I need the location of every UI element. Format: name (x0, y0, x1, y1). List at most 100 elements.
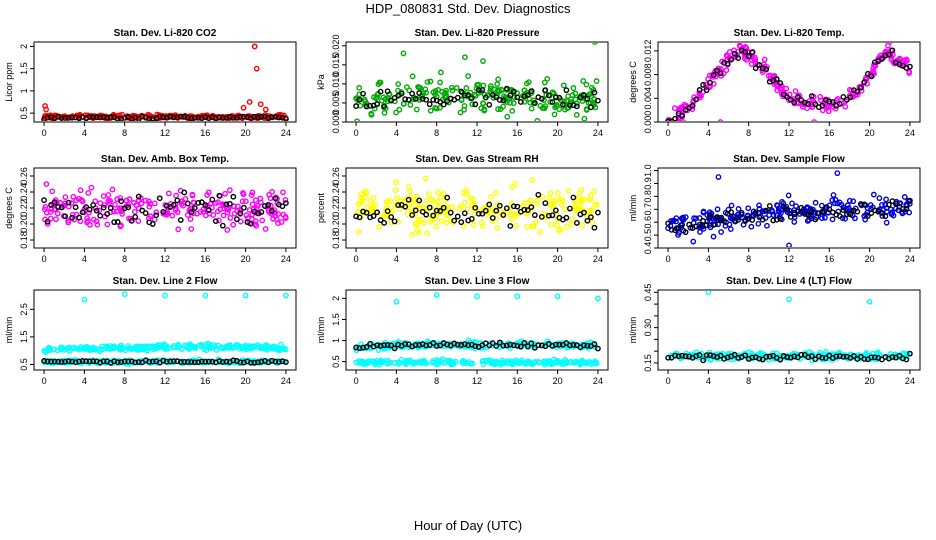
data-point (44, 358, 51, 365)
data-point (480, 357, 487, 364)
data-point (665, 118, 671, 121)
data-point (777, 356, 784, 363)
x-tick-label: 8 (746, 376, 751, 386)
data-point (223, 201, 230, 208)
data-point (580, 78, 587, 84)
data-point (430, 340, 437, 346)
data-point (665, 220, 671, 227)
data-point (475, 210, 482, 217)
data-point (868, 210, 875, 216)
data-point (745, 53, 752, 60)
data-point (374, 342, 381, 349)
data-point (907, 350, 913, 357)
data-point (70, 345, 77, 352)
data-point (118, 359, 125, 366)
data-point (272, 358, 279, 365)
data-point (480, 82, 487, 89)
data-point (153, 209, 160, 216)
data-point (381, 219, 388, 226)
data-point (47, 215, 54, 222)
data-point (904, 202, 910, 209)
data-point (405, 196, 412, 203)
data-point (545, 212, 552, 219)
data-point (357, 359, 364, 366)
data-point (563, 87, 570, 94)
data-point (377, 88, 384, 95)
y-tick-label: 0.010 (331, 73, 341, 96)
x-tick-label: 12 (160, 128, 170, 138)
outlier-point (715, 174, 722, 180)
data-point (756, 202, 762, 209)
data-point (721, 218, 728, 224)
y-axis-label: ml/min (628, 195, 638, 222)
data-point (556, 227, 563, 234)
data-point (134, 346, 141, 353)
data-point (742, 352, 749, 359)
data-point (591, 341, 598, 347)
data-point (381, 103, 388, 110)
data-point (132, 359, 139, 366)
data-point (791, 99, 798, 106)
x-tick-label: 24 (281, 376, 291, 386)
data-point (728, 350, 735, 357)
data-point (808, 353, 815, 360)
panel-5: Stan. Dev. Gas Stream RH0 4 8 12 16 20 240.180… (316, 154, 609, 264)
data-point (529, 177, 536, 184)
data-point (784, 206, 791, 213)
data-point (510, 88, 517, 95)
data-point (834, 96, 841, 102)
data-point (388, 214, 395, 220)
data-point (86, 358, 93, 365)
data-point (283, 359, 289, 366)
data-point (219, 222, 226, 229)
x-tick-label: 0 (354, 376, 359, 386)
data-point (424, 230, 431, 237)
data-point (549, 99, 556, 105)
data-point (513, 222, 520, 229)
data-point (374, 100, 381, 107)
data-point (527, 197, 534, 204)
panel-title: Stan. Dev. Line 4 (LT) Flow (726, 276, 852, 287)
data-point (537, 228, 543, 235)
data-point (496, 339, 503, 346)
data-point (170, 358, 177, 364)
data-point (170, 201, 177, 208)
data-point (404, 359, 410, 366)
data-point (836, 213, 843, 220)
data-point (566, 342, 573, 349)
data-point (65, 199, 72, 206)
data-point (493, 189, 499, 196)
data-point (787, 96, 794, 103)
y-tick-label: 0.15 (643, 354, 653, 372)
data-point (458, 88, 465, 95)
data-point (493, 94, 500, 101)
data-point (79, 358, 86, 364)
x-tick-label: 4 (394, 376, 399, 386)
data-point (252, 197, 259, 204)
data-point (76, 214, 83, 221)
data-point (486, 101, 493, 108)
data-point (72, 114, 79, 121)
data-point (172, 207, 179, 214)
outlier-point (690, 238, 697, 245)
data-point (766, 353, 773, 360)
data-point (402, 96, 409, 103)
data-point (135, 193, 142, 200)
data-point (93, 207, 100, 214)
data-point (412, 207, 419, 214)
data-point (104, 114, 111, 121)
data-point (367, 102, 373, 109)
outlier-point (514, 293, 521, 300)
outlier-point (554, 293, 561, 300)
data-point (696, 215, 703, 221)
data-point (767, 72, 774, 79)
data-point (454, 94, 461, 101)
data-point (589, 219, 596, 226)
data-point (438, 218, 445, 224)
data-point (363, 344, 370, 350)
data-point (174, 344, 181, 351)
data-point (777, 215, 784, 222)
data-point (243, 212, 250, 219)
y-tick-label: 0.6 (643, 216, 653, 229)
data-point (156, 343, 163, 350)
